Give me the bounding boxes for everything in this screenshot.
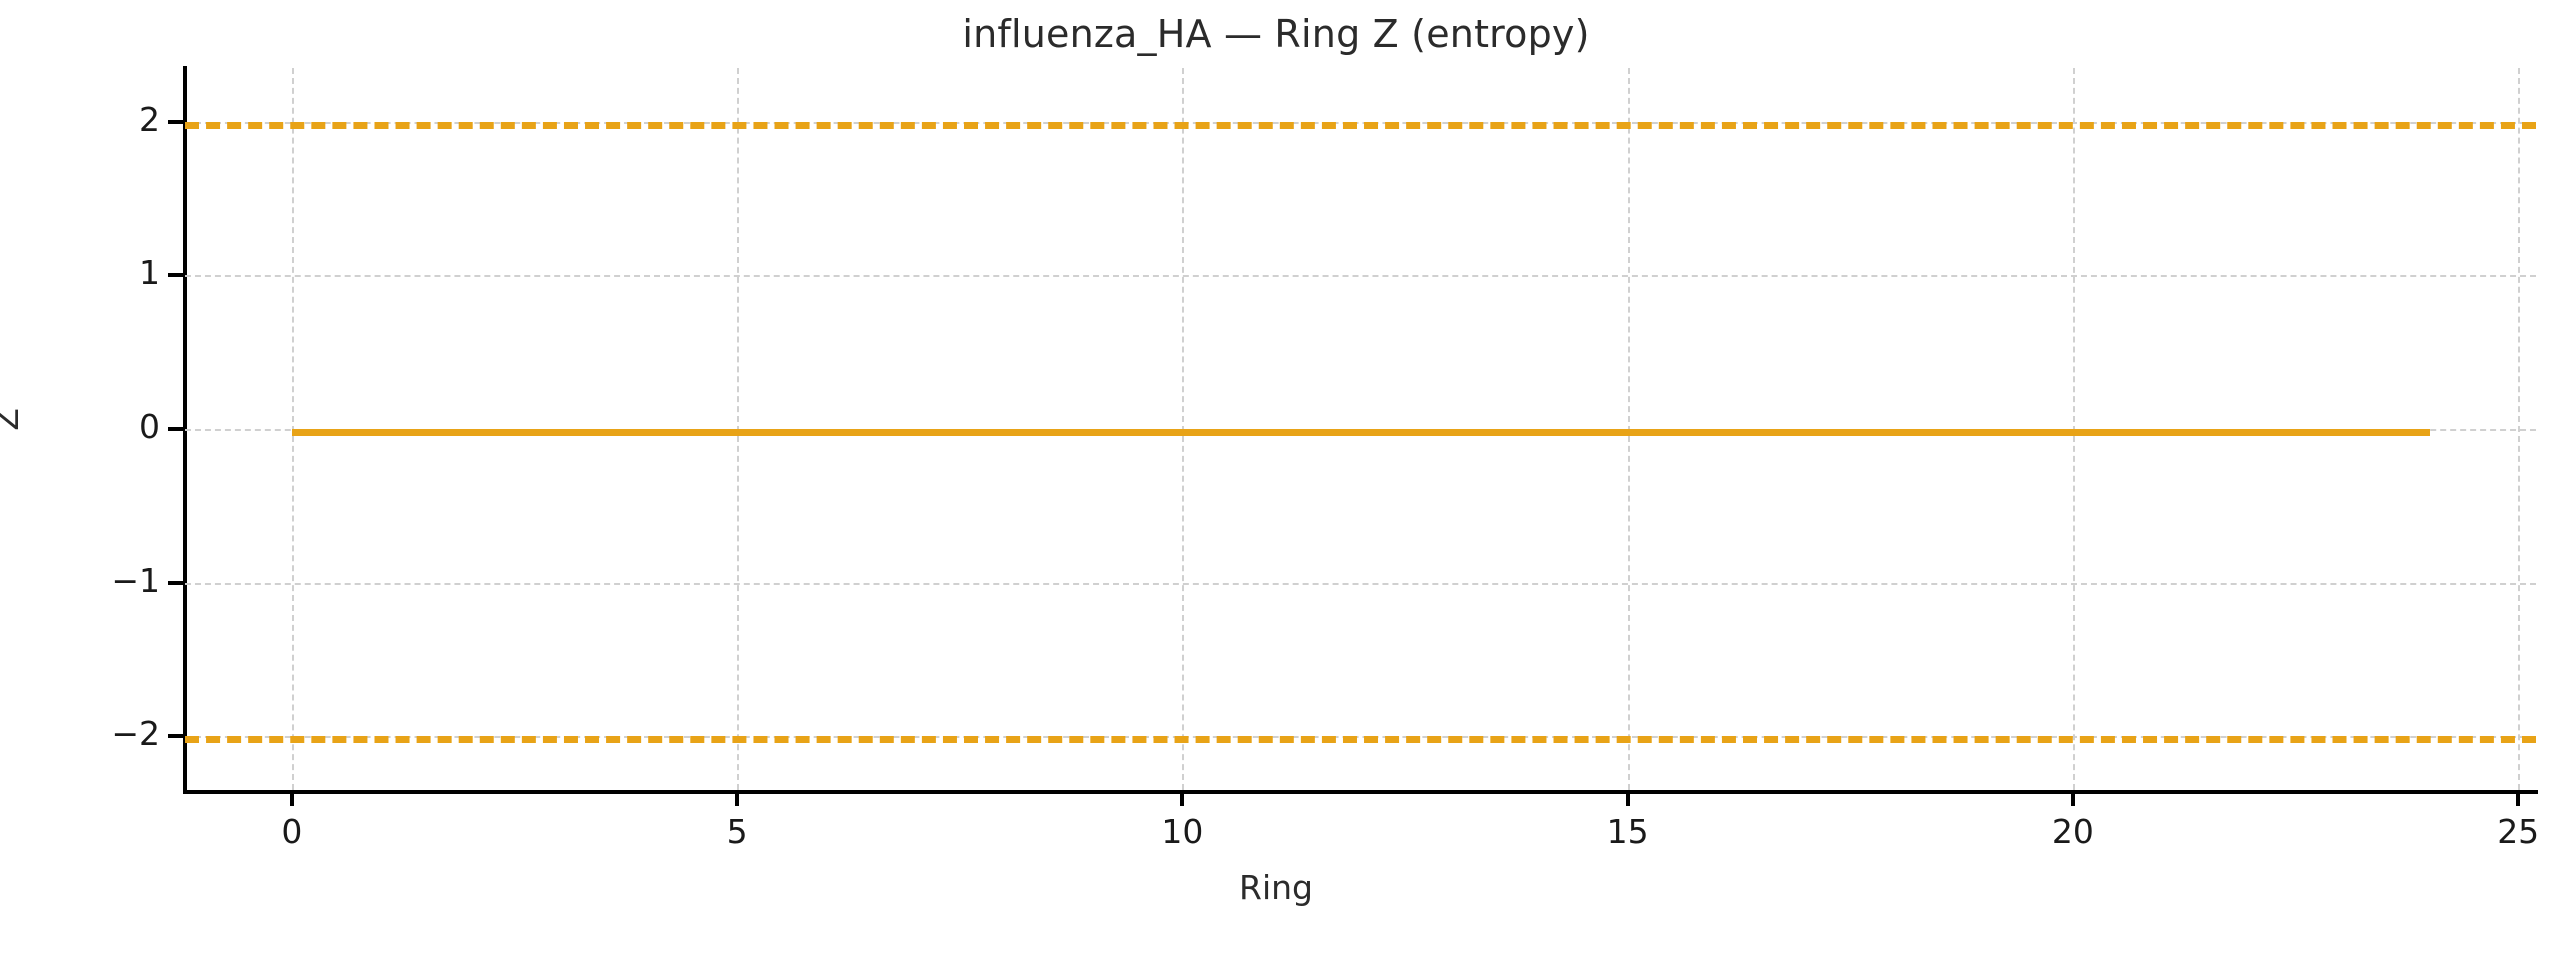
series-line-segment (1093, 429, 1184, 436)
x-tick-mark (735, 790, 740, 806)
y-tick-mark (168, 427, 184, 431)
x-tick-label: 20 (2051, 812, 2094, 851)
x-tick-mark (1625, 790, 1630, 806)
x-tick-label: 0 (281, 812, 303, 851)
series-line-segment (2072, 429, 2163, 436)
gridline-horizontal (185, 582, 2536, 585)
plot-area (185, 68, 2536, 790)
y-tick-mark (168, 734, 184, 739)
x-tick-label: 25 (2497, 812, 2540, 851)
y-tick-label: 1 (139, 253, 160, 293)
x-tick-mark (289, 790, 294, 806)
series-line-segment (915, 429, 1006, 436)
y-tick-label: 0 (139, 407, 160, 446)
x-tick-label: 15 (1606, 812, 1649, 851)
x-axis-label: Ring (1239, 868, 1313, 907)
gridline-vertical (2518, 68, 2521, 790)
x-tick-mark (1180, 790, 1185, 806)
x-tick-label: 5 (726, 812, 748, 851)
y-tick-mark (168, 119, 184, 124)
series-line-segment (469, 429, 561, 436)
y-axis-label: Z (0, 408, 26, 431)
series-line-segment (1004, 429, 1095, 436)
y-tick-mark (168, 580, 184, 585)
series-line-segment (648, 429, 739, 436)
series-line-segment (559, 429, 650, 436)
x-tick-label: 10 (1161, 812, 1204, 851)
x-axis-spine (183, 790, 2538, 794)
chart-title: influenza_HA — Ring Z (entropy) (962, 12, 1590, 56)
upper-threshold-line (185, 121, 2536, 129)
x-tick-mark (2516, 790, 2521, 806)
series-line-segment (380, 429, 471, 436)
series-line-segment (1182, 429, 1273, 436)
series-line-segment (737, 429, 828, 436)
y-tick-label: 2 (139, 99, 160, 139)
lower-threshold-line (185, 736, 2536, 744)
x-tick-mark (2070, 790, 2075, 806)
series-line-segment (1271, 429, 1362, 436)
series-line-segment (2251, 429, 2342, 436)
series-line-segment (2161, 429, 2253, 436)
series-line-segment (1627, 429, 1718, 436)
y-tick-label: −1 (111, 560, 160, 600)
series-line-segment (1538, 429, 1629, 436)
series-line-segment (1805, 429, 1896, 436)
y-tick-mark (168, 273, 184, 278)
series-line-segment (1360, 429, 1451, 436)
series-line-segment (2340, 429, 2431, 436)
series-line-segment (1716, 429, 1807, 436)
series-line-segment (826, 429, 917, 436)
series-line-segment (1449, 429, 1540, 436)
series-line-segment (291, 429, 382, 436)
series-line-segment (1983, 429, 2074, 436)
series-line-segment (1894, 429, 1985, 436)
y-tick-label: −2 (111, 714, 160, 754)
gridline-horizontal (185, 275, 2536, 278)
